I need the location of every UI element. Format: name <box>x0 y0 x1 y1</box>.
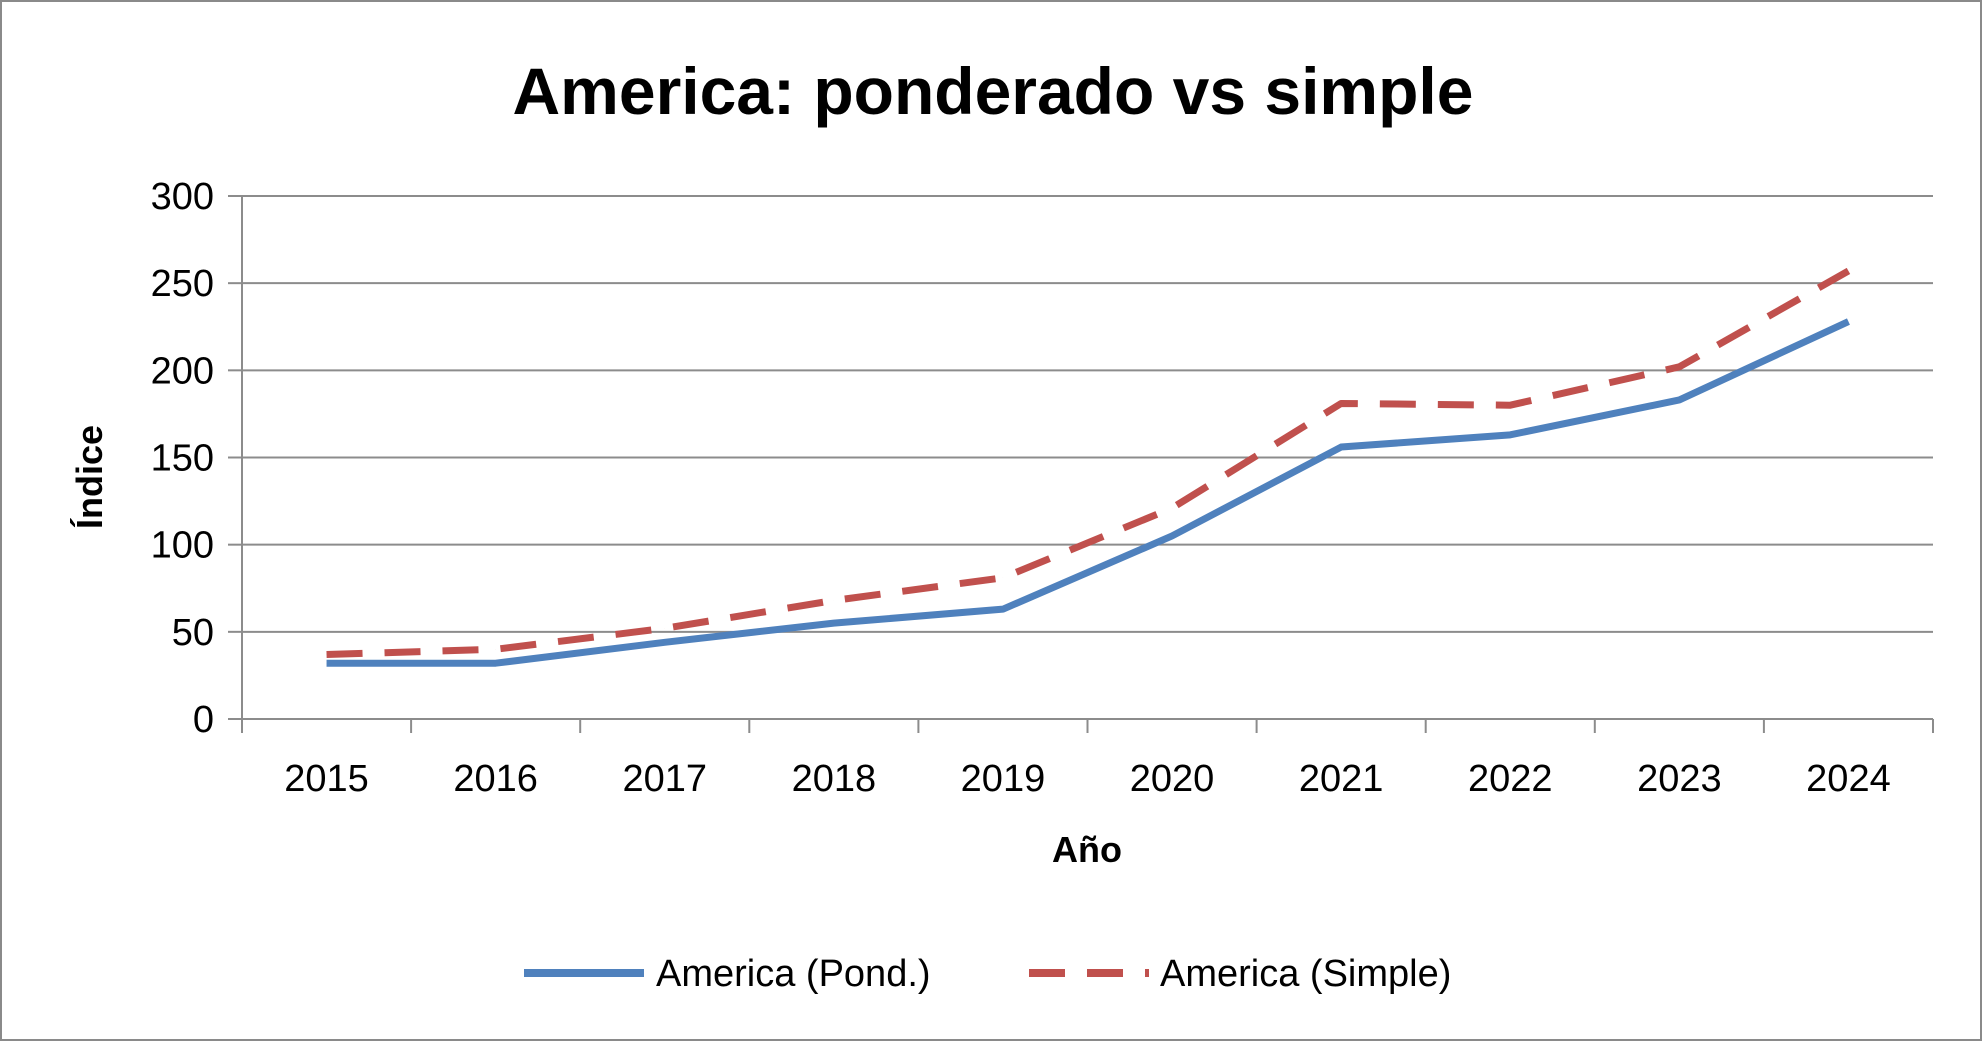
x-tick-label: 2024 <box>1806 758 1891 800</box>
x-axis-title: Año <box>1052 829 1122 870</box>
x-tick-labels: 2015 2016 2017 2018 2019 2020 2021 2022 2023 2024 <box>284 758 1890 800</box>
y-tick-label: 250 <box>151 263 214 305</box>
x-tick-label: 2016 <box>453 758 538 800</box>
gridlines <box>242 196 1933 632</box>
y-tick-label: 300 <box>151 176 214 218</box>
x-tick-label: 2015 <box>284 758 369 800</box>
y-tick-label: 50 <box>172 612 214 654</box>
y-tick-label: 150 <box>151 438 214 480</box>
legend-label: America (Pond.) <box>656 953 931 995</box>
series-lines <box>326 271 1848 663</box>
chart-title: America: ponderado vs simple <box>513 54 1474 128</box>
y-tick-label: 200 <box>151 350 214 392</box>
legend-label: America (Simple) <box>1160 953 1451 995</box>
x-tick-label: 2021 <box>1299 758 1384 800</box>
y-tick-label: 0 <box>193 699 214 741</box>
x-tick-label: 2017 <box>622 758 707 800</box>
x-tick-label: 2022 <box>1468 758 1553 800</box>
y-tick-labels: 0 50 100 150 200 250 300 <box>151 176 214 741</box>
axes <box>228 196 1933 733</box>
y-axis-title: Índice <box>69 425 110 529</box>
series-line-pond <box>327 322 1849 664</box>
x-tick-label: 2020 <box>1130 758 1215 800</box>
x-tick-label: 2019 <box>961 758 1046 800</box>
y-tick-label: 100 <box>151 525 214 567</box>
x-tick-label: 2018 <box>792 758 877 800</box>
series-line-simple <box>327 271 1849 655</box>
legend: America (Pond.) America (Simple) <box>524 953 1451 995</box>
x-tick-label: 2023 <box>1637 758 1722 800</box>
